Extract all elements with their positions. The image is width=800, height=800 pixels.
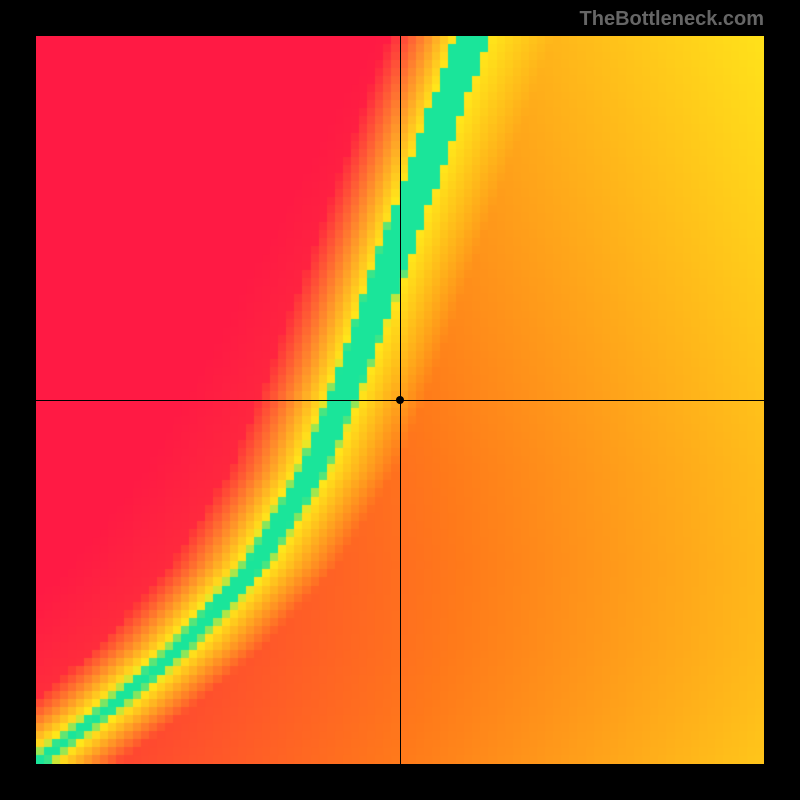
crosshair-marker [396,396,404,404]
heatmap-plot [36,36,764,764]
watermark-text: TheBottleneck.com [580,8,764,31]
